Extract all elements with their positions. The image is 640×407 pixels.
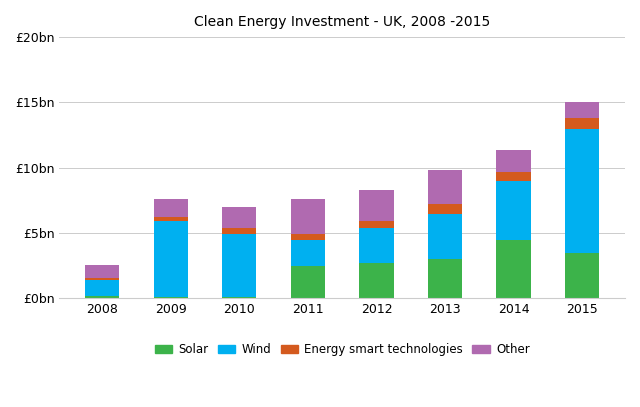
Bar: [291, 266, 325, 298]
Bar: [428, 171, 462, 204]
Bar: [85, 265, 119, 278]
Bar: [222, 297, 257, 298]
Bar: [291, 199, 325, 234]
Bar: [85, 278, 119, 280]
Bar: [497, 149, 531, 172]
Legend: Solar, Wind, Energy smart technologies, Other: Solar, Wind, Energy smart technologies, …: [150, 338, 534, 361]
Bar: [565, 118, 599, 129]
Bar: [291, 240, 325, 266]
Bar: [565, 253, 599, 298]
Bar: [359, 263, 394, 298]
Bar: [359, 228, 394, 263]
Bar: [154, 217, 188, 221]
Bar: [497, 240, 531, 298]
Bar: [222, 234, 257, 297]
Bar: [497, 172, 531, 181]
Bar: [428, 259, 462, 298]
Bar: [565, 103, 599, 118]
Bar: [222, 207, 257, 228]
Bar: [222, 228, 257, 234]
Bar: [428, 214, 462, 259]
Bar: [359, 221, 394, 228]
Bar: [154, 199, 188, 217]
Bar: [565, 129, 599, 253]
Bar: [154, 297, 188, 298]
Title: Clean Energy Investment - UK, 2008 -2015: Clean Energy Investment - UK, 2008 -2015: [194, 15, 490, 29]
Bar: [154, 221, 188, 297]
Bar: [85, 296, 119, 298]
Bar: [428, 204, 462, 214]
Bar: [291, 234, 325, 240]
Bar: [85, 280, 119, 296]
Bar: [359, 190, 394, 221]
Bar: [497, 181, 531, 240]
